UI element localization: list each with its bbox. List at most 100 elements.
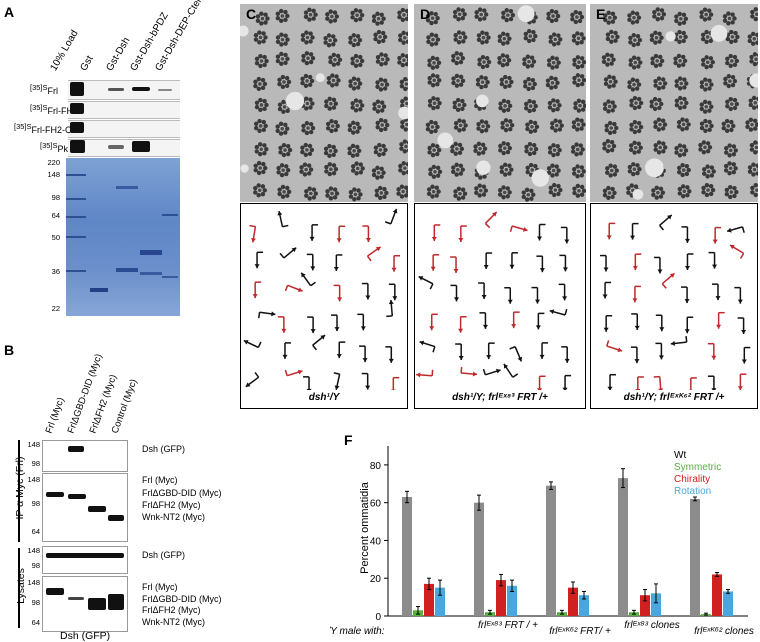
ommatidium: [674, 11, 689, 26]
ommatidium: [398, 161, 408, 176]
ommatidium: [452, 7, 467, 22]
blot-strip-frl: [68, 80, 180, 100]
ommatidium: [628, 33, 643, 48]
polarity-arrow: [737, 317, 747, 334]
polarity-arrow: [429, 313, 438, 331]
ommatidium: [702, 164, 716, 179]
ommatidium: [673, 29, 688, 45]
polarity-arrow: [277, 316, 287, 333]
polarity-arrow: [390, 376, 400, 394]
polarity-arrow: [635, 376, 644, 393]
blot-label: FrlΔGBD-DID (Myc): [142, 594, 222, 604]
polarity-arrow: [737, 373, 747, 391]
y-tick-label: 80: [370, 461, 382, 472]
x-tick-label: frlᴱˣᴷ⁶² clones: [694, 626, 754, 637]
polarity-arrow: [503, 363, 519, 378]
ommatidium: [547, 98, 562, 113]
polarity-arrow: [482, 368, 501, 376]
ommatidium: [628, 55, 643, 70]
polarity-arrow: [361, 372, 371, 390]
bar: [690, 498, 700, 616]
panel-b-bottom-label: Dsh (GFP): [60, 630, 111, 642]
marker-label: 50: [51, 233, 60, 242]
polarity-arrow: [509, 225, 528, 232]
bar: [618, 478, 628, 616]
ommatidium: [451, 73, 466, 88]
polarity-arrow: [734, 286, 743, 304]
polarity-arrow: [277, 210, 289, 228]
polarity-arrow: [688, 377, 697, 394]
ommatidium: [254, 53, 269, 69]
ommatidium: [548, 32, 563, 47]
ommatidium: [653, 117, 668, 132]
bar: [651, 593, 661, 616]
polarity-arrow: [357, 313, 366, 331]
band: [46, 492, 64, 497]
ommatidium: [400, 117, 408, 132]
x-tick-label: frlᴱˣᴷ⁶² FRT/ +: [549, 626, 611, 637]
genotype-label-d: dsh¹/Y; frlᴱˣ⁸³ FRT /+: [452, 392, 548, 403]
polarity-arrow: [307, 316, 316, 334]
bar: [507, 585, 517, 616]
ommatidium: [426, 32, 441, 47]
legend-entry: Symmetric: [674, 462, 721, 473]
ommatidium: [500, 118, 515, 133]
polarity-arrow: [284, 284, 303, 292]
ommatidium: [425, 119, 440, 135]
panel-label-b: B: [4, 342, 15, 358]
ommatidium: [525, 119, 540, 134]
ommatidium: [750, 183, 758, 198]
polarity-arrow: [279, 247, 297, 259]
band: [70, 82, 84, 96]
panel-label-a: A: [4, 4, 15, 20]
ommatidium: [745, 117, 758, 132]
band: [132, 141, 150, 152]
band: [108, 515, 124, 521]
ommatidium: [497, 185, 512, 200]
marker-label: 98: [31, 459, 40, 468]
ommatidium: [524, 99, 538, 114]
polarity-arrow: [537, 375, 546, 393]
ommatidium: [253, 30, 268, 45]
ommatidium: [348, 33, 363, 48]
polarity-arrow: [430, 254, 440, 271]
lysates-bracket: [18, 548, 20, 628]
ommatidium: [427, 73, 442, 88]
ommatidium: [426, 184, 441, 199]
ommatidium: [572, 73, 586, 88]
ommatidium: [545, 75, 560, 90]
ommatidium: [749, 52, 758, 67]
polarity-arrow: [309, 224, 319, 241]
polarity-arrow: [366, 246, 382, 262]
band: [68, 597, 84, 600]
ommatidium: [375, 52, 390, 67]
lysate-blot-dsh: [42, 546, 128, 574]
ommatidium: [497, 31, 512, 46]
ip-blot-frl: [42, 473, 128, 542]
ommatidium: [427, 143, 442, 158]
y-tick-label: 20: [370, 574, 382, 585]
bar: [568, 587, 578, 616]
polarity-arrow: [333, 254, 343, 271]
x-tick-label: frlᴱˣ⁸³ FRT / +: [478, 620, 538, 631]
x-axis-prefix: dsh¹/Y male with:: [330, 626, 385, 637]
ommatidium: [476, 30, 491, 45]
ommatidium: [699, 7, 714, 22]
ommatidium: [570, 142, 585, 157]
band: [70, 103, 84, 114]
band: [70, 140, 85, 153]
ommatidium: [629, 140, 643, 155]
polarity-arrow: [602, 281, 612, 299]
ommatidium: [677, 162, 691, 178]
marker-label: 64: [31, 527, 40, 536]
ommatidium: [299, 162, 314, 177]
ommatidium: [674, 143, 689, 158]
marker-label: 220: [47, 158, 60, 167]
ommatidium: [546, 55, 561, 70]
ommatidium: [603, 74, 618, 89]
ommatidium: [453, 118, 468, 133]
band: [108, 88, 124, 91]
marker-label: 98: [31, 598, 40, 607]
ommatidium: [676, 117, 691, 132]
polarity-arrow: [603, 315, 613, 332]
